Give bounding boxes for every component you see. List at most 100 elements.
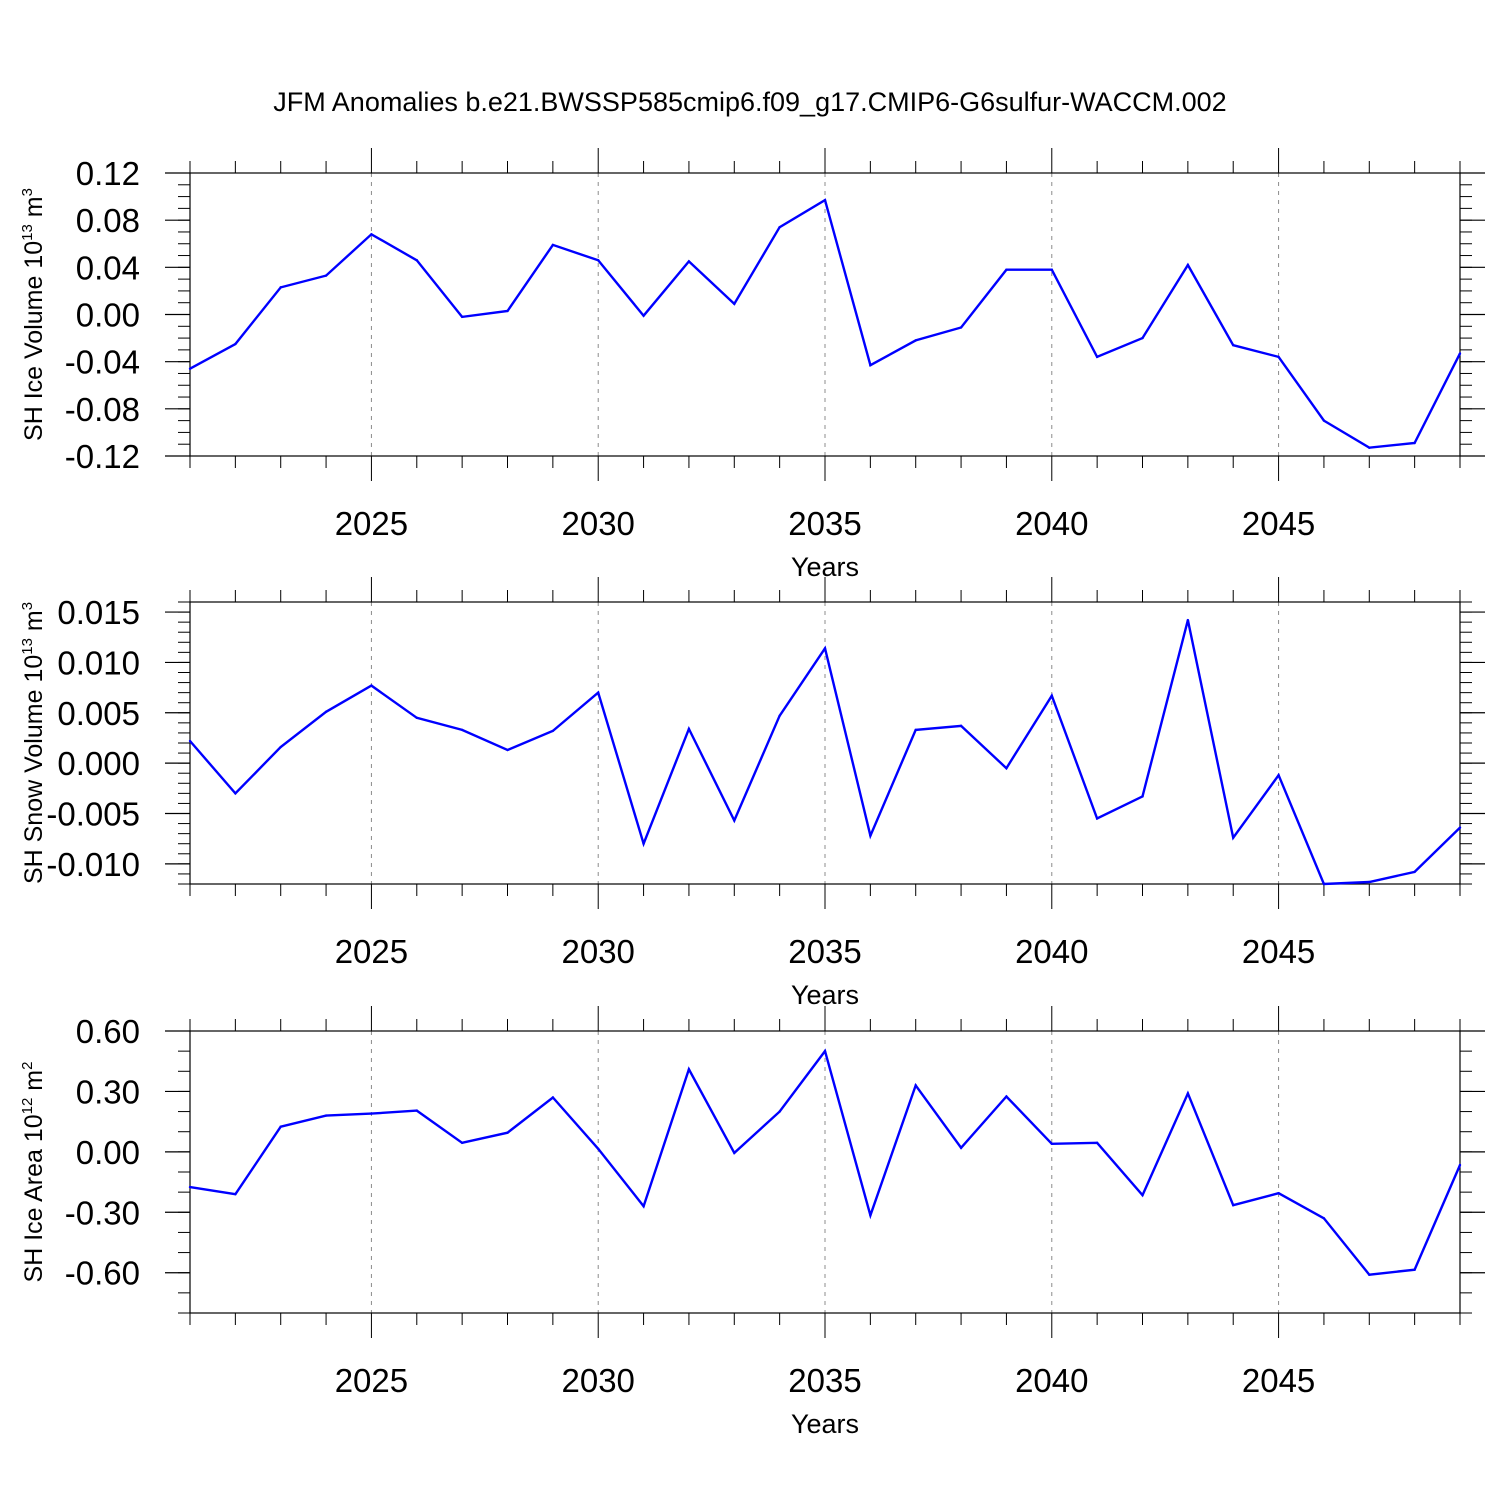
- data-point-2040: [1050, 268, 1053, 271]
- x-tick-label: 2045: [1242, 505, 1315, 542]
- x-tick-label: 2025: [335, 505, 408, 542]
- data-point-2048: [1413, 441, 1416, 445]
- data-point-2029: [551, 243, 555, 247]
- data-point-2034: [778, 1110, 781, 1113]
- data-point-2024: [324, 1114, 328, 1117]
- x-tick-label: 2035: [788, 933, 861, 970]
- data-point-2026: [415, 259, 418, 262]
- y-tick-label: 0.010: [57, 644, 140, 681]
- data-point-2036: [869, 1214, 872, 1217]
- y-tick-label: 0.00: [76, 1134, 140, 1171]
- y-tick-label: 0.60: [76, 1013, 140, 1050]
- y-tick-label: -0.04: [65, 344, 140, 381]
- data-point-2032: [687, 727, 691, 731]
- y-tick-label: -0.30: [65, 1194, 140, 1231]
- x-tick-label: 2035: [788, 1362, 861, 1399]
- y-tick-label: -0.60: [65, 1255, 140, 1292]
- data-point-2034: [778, 226, 781, 229]
- data-point-2038: [959, 326, 963, 329]
- data-point-2049: [1458, 1163, 1462, 1167]
- x-tick-label: 2030: [562, 1362, 635, 1399]
- data-point-2030: [597, 259, 600, 262]
- data-point-2037: [914, 728, 917, 732]
- data-point-2039: [1005, 1095, 1008, 1098]
- x-tick-label: 2045: [1242, 1362, 1315, 1399]
- chart-panel-2: 0.015 0.010 0.005 0.000 -0.005 -0.010 2025 2030…: [19, 577, 1485, 1010]
- plot-frame: [189, 601, 1461, 885]
- data-point-2035: [823, 647, 827, 650]
- data-point-2033: [733, 1151, 736, 1155]
- data-point-2021: [188, 1185, 192, 1189]
- y-tick-label: 0.00: [76, 297, 140, 334]
- data-point-2041: [1095, 817, 1099, 820]
- figure-title: JFM Anomalies b.e21.BWSSP585cmip6.f09_g1…: [273, 87, 1226, 117]
- data-point-2046: [1322, 1217, 1326, 1220]
- y-axis-title: SH Snow Volume 1013 m3: [19, 602, 48, 884]
- data-point-2044: [1232, 836, 1235, 839]
- data-point-2035: [823, 198, 827, 202]
- data-point-2028: [506, 309, 509, 313]
- data-point-2049: [1458, 352, 1462, 355]
- data-point-2024: [324, 274, 328, 277]
- y-tick-label: 0.015: [57, 594, 140, 631]
- data-point-2044: [1232, 343, 1235, 347]
- data-point-2027: [460, 1141, 464, 1144]
- data-point-2022: [234, 1192, 237, 1196]
- data-point-2031: [642, 1205, 645, 1208]
- data-point-2029: [551, 1096, 555, 1099]
- data-point-2042: [1141, 1193, 1144, 1197]
- data-point-2048: [1413, 1268, 1416, 1271]
- data-point-2024: [324, 710, 328, 713]
- data-point-2042: [1141, 336, 1144, 340]
- data-point-2044: [1232, 1204, 1235, 1207]
- data-point-2031: [642, 842, 645, 845]
- data-point-2025: [370, 1112, 373, 1115]
- chart-panel-1: 0.12 0.08 0.04 0.00 -0.04 -0.08 -0.12 2025 2030 2…: [19, 148, 1485, 582]
- y-tick-label: 0.000: [57, 745, 140, 782]
- x-tick-label: 2035: [788, 505, 861, 542]
- data-point-2025: [370, 684, 373, 687]
- data-point-2040: [1050, 1142, 1053, 1146]
- x-tick-label: 2040: [1015, 1362, 1088, 1399]
- data-point-2045: [1277, 1191, 1280, 1195]
- data-point-2047: [1368, 880, 1371, 884]
- x-tick-label: 2040: [1015, 933, 1088, 970]
- data-point-2037: [914, 1084, 917, 1087]
- y-axis-title: SH Ice Volume 1013 m3: [19, 188, 48, 441]
- data-point-2047: [1368, 1273, 1371, 1276]
- data-point-2039: [1005, 268, 1008, 271]
- data-point-2040: [1050, 694, 1053, 697]
- data-point-2033: [733, 302, 736, 306]
- data-point-2022: [234, 792, 237, 795]
- x-tick-label: 2025: [335, 933, 408, 970]
- data-point-2025: [370, 233, 373, 236]
- data-point-2023: [279, 286, 282, 289]
- data-point-2023: [279, 745, 282, 749]
- data-point-2045: [1277, 355, 1280, 359]
- data-point-2036: [869, 364, 872, 367]
- data-point-2043: [1186, 1092, 1190, 1095]
- data-point-2026: [415, 716, 418, 720]
- y-tick-label: 0.30: [76, 1073, 140, 1110]
- data-point-2021: [188, 367, 192, 370]
- data-point-2036: [869, 834, 872, 837]
- panels: 0.12 0.08 0.04 0.00 -0.04 -0.08 -0.12 2025 2030 2…: [19, 148, 1485, 1439]
- y-axis-title: SH Ice Area 1012 m2: [19, 1062, 48, 1283]
- data-point-2026: [415, 1109, 418, 1112]
- data-point-2021: [188, 739, 192, 743]
- y-tick-label: -0.12: [65, 438, 140, 475]
- data-point-2035: [823, 1049, 827, 1053]
- plot-frame: [189, 172, 1461, 457]
- x-tick-label: 2040: [1015, 505, 1088, 542]
- data-point-2028: [506, 748, 509, 752]
- x-tick-label: 2030: [562, 505, 635, 542]
- data-point-2029: [551, 729, 555, 733]
- data-point-2038: [959, 724, 963, 728]
- y-tick-label: -0.005: [46, 796, 140, 833]
- data-point-2032: [687, 1068, 691, 1071]
- data-point-2038: [959, 1146, 963, 1150]
- x-tick-label: 2045: [1242, 933, 1315, 970]
- y-tick-label: 0.12: [76, 155, 140, 192]
- data-point-2027: [460, 728, 464, 732]
